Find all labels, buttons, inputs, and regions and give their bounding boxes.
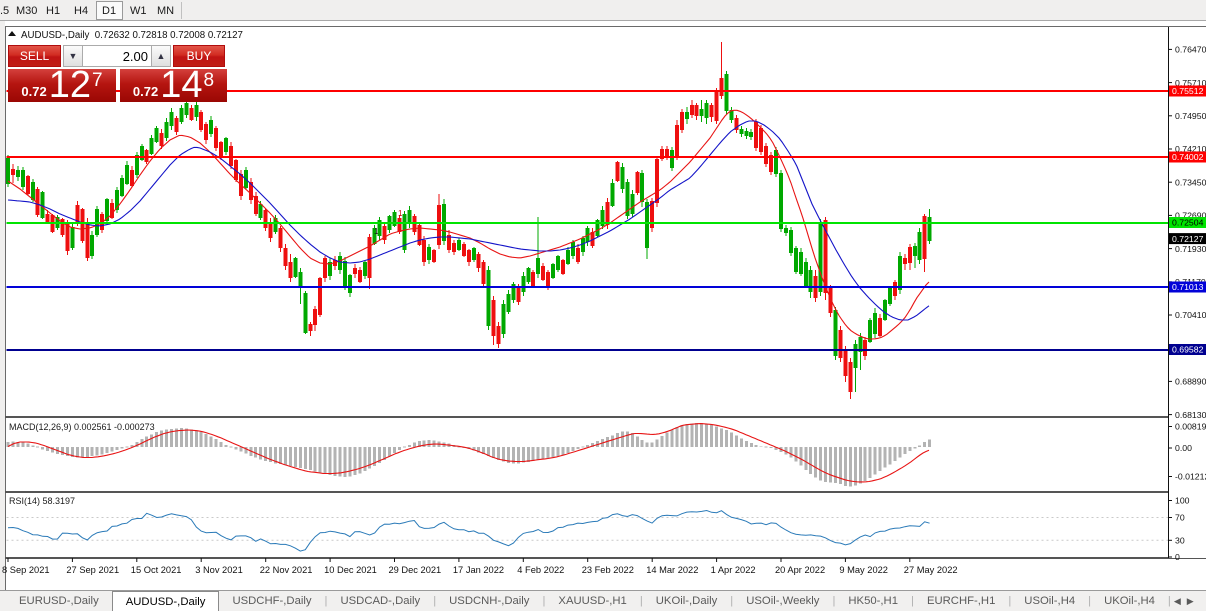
svg-text:0.73450: 0.73450: [1175, 177, 1206, 187]
svg-text:M30: M30: [16, 5, 37, 17]
svg-text:0.72127: 0.72127: [1172, 234, 1204, 244]
svg-text:0.75512: 0.75512: [1172, 86, 1204, 96]
svg-text:23 Feb 2022: 23 Feb 2022: [582, 565, 634, 575]
svg-text:0.74002: 0.74002: [1172, 152, 1204, 162]
svg-text:0.70410: 0.70410: [1175, 310, 1206, 320]
svg-text:RSI(14) 58.3197: RSI(14) 58.3197: [9, 496, 75, 506]
svg-text:17 Jan 2022: 17 Jan 2022: [453, 565, 504, 575]
svg-text:1: 1: [398, 209, 403, 218]
svg-text:29 Dec 2021: 29 Dec 2021: [389, 565, 442, 575]
svg-text:0.74210: 0.74210: [1175, 144, 1206, 154]
svg-text:27 May 2022: 27 May 2022: [904, 565, 958, 575]
svg-text:W1: W1: [130, 5, 147, 17]
svg-text:1: 1: [374, 227, 379, 236]
svg-text:0.72690: 0.72690: [1175, 211, 1206, 221]
svg-text:0.71013: 0.71013: [1172, 282, 1204, 292]
svg-text:MN: MN: [157, 5, 174, 17]
svg-text:30: 30: [1175, 536, 1185, 546]
svg-text:-0.01212: -0.01212: [1175, 472, 1206, 482]
svg-text:0.71930: 0.71930: [1175, 244, 1206, 254]
svg-text:AUDUSD-,Daily 0.72632 0.72818: AUDUSD-,Daily 0.72632 0.72818 0.72008 0.…: [21, 30, 243, 41]
svg-text:8 Sep 2021: 8 Sep 2021: [2, 565, 50, 575]
svg-text:0.74950: 0.74950: [1175, 111, 1206, 121]
svg-text:H4: H4: [74, 5, 88, 17]
svg-text:0.008197: 0.008197: [1175, 422, 1206, 432]
svg-text:22 Nov 2021: 22 Nov 2021: [260, 565, 313, 575]
svg-text:10 Dec 2021: 10 Dec 2021: [324, 565, 377, 575]
svg-text:9 May 2022: 9 May 2022: [839, 565, 888, 575]
svg-text:14 Mar 2022: 14 Mar 2022: [646, 565, 698, 575]
svg-text:1 Apr 2022: 1 Apr 2022: [711, 565, 756, 575]
svg-text:15 Oct 2021: 15 Oct 2021: [131, 565, 182, 575]
svg-text:D1: D1: [102, 5, 116, 17]
svg-text:0.00: 0.00: [1175, 443, 1192, 453]
svg-text:MACD(12,26,9) 0.002561 -0.0002: MACD(12,26,9) 0.002561 -0.000273: [9, 422, 155, 432]
svg-text:0.75710: 0.75710: [1175, 78, 1206, 88]
svg-text:.5: .5: [0, 5, 9, 17]
svg-text:4 Feb 2022: 4 Feb 2022: [517, 565, 564, 575]
svg-text:20 Apr 2022: 20 Apr 2022: [775, 565, 825, 575]
svg-text:0.68130: 0.68130: [1175, 410, 1206, 420]
svg-text:70: 70: [1175, 513, 1185, 523]
svg-text:0.69582: 0.69582: [1172, 345, 1204, 355]
svg-text:100: 100: [1175, 496, 1190, 506]
svg-text:0.68890: 0.68890: [1175, 377, 1206, 387]
svg-text:0: 0: [1175, 552, 1180, 562]
svg-text:0.72504: 0.72504: [1172, 218, 1204, 228]
svg-text:0.76470: 0.76470: [1175, 45, 1206, 55]
svg-text:27 Sep 2021: 27 Sep 2021: [66, 565, 119, 575]
svg-text:3 Nov 2021: 3 Nov 2021: [195, 565, 243, 575]
svg-text:H1: H1: [46, 5, 60, 17]
